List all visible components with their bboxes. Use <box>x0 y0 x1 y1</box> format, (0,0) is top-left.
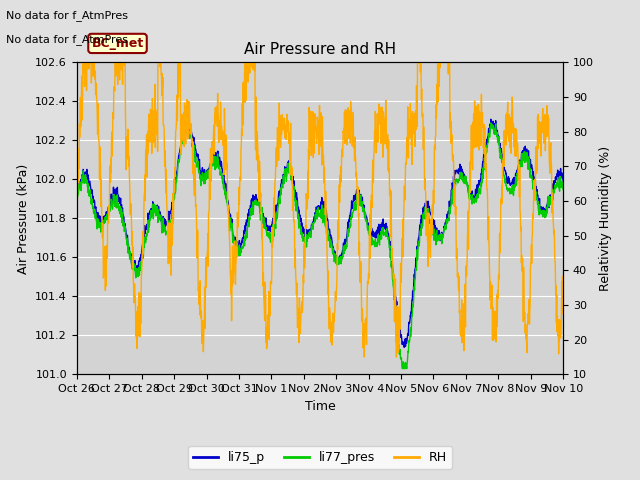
Title: Air Pressure and RH: Air Pressure and RH <box>244 42 396 57</box>
Legend: li75_p, li77_pres, RH: li75_p, li77_pres, RH <box>188 446 452 469</box>
X-axis label: Time: Time <box>305 400 335 413</box>
Text: BC_met: BC_met <box>92 37 143 50</box>
Y-axis label: Relativity Humidity (%): Relativity Humidity (%) <box>600 146 612 291</box>
Text: No data for f_AtmPres: No data for f_AtmPres <box>6 10 129 21</box>
Text: No data for f_AtmPres: No data for f_AtmPres <box>6 34 129 45</box>
Y-axis label: Air Pressure (kPa): Air Pressure (kPa) <box>17 163 29 274</box>
